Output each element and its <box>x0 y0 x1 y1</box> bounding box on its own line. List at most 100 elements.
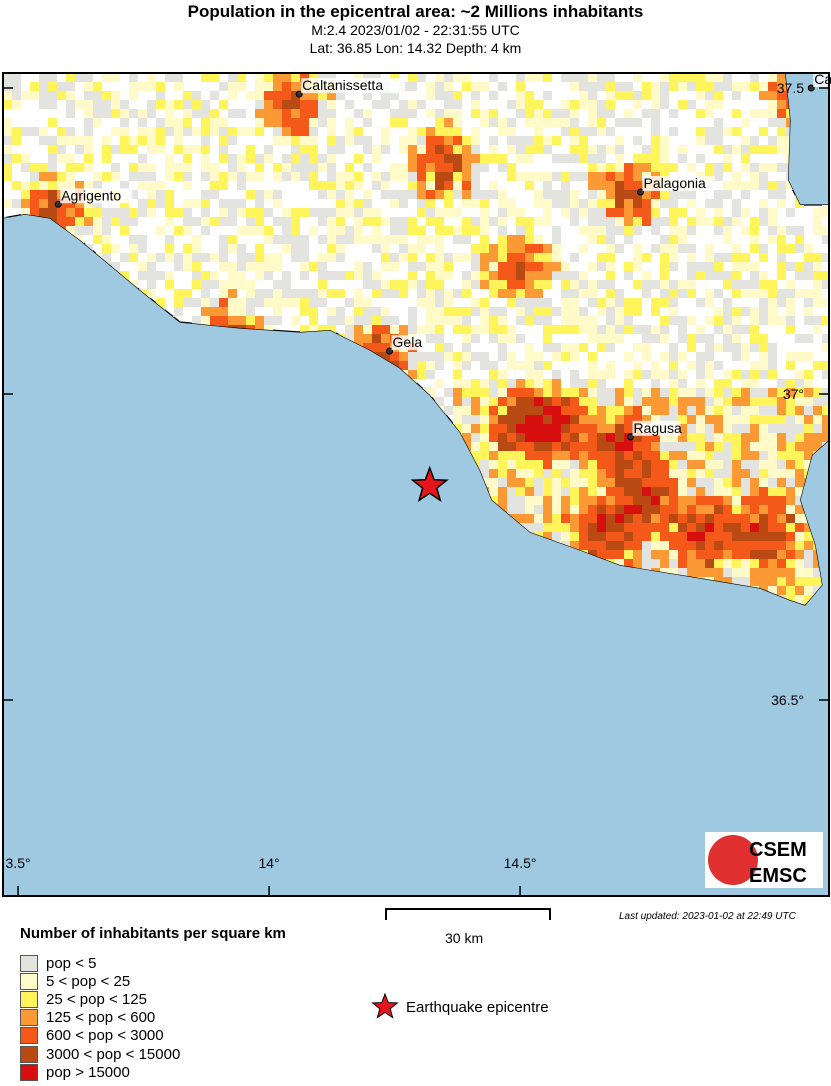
population-cell <box>435 217 444 226</box>
population-cell <box>741 118 750 127</box>
population-cell <box>615 82 624 91</box>
population-cell <box>570 190 579 199</box>
population-cell <box>642 199 651 208</box>
population-cell <box>606 550 615 559</box>
population-cell <box>273 307 282 316</box>
population-cell <box>687 343 696 352</box>
epicenter-star[interactable] <box>410 465 449 503</box>
population-cell <box>642 460 651 469</box>
population-cell <box>291 82 300 91</box>
population-cell <box>471 154 480 163</box>
population-cell <box>678 316 687 325</box>
population-cell <box>138 235 147 244</box>
population-cell <box>228 271 237 280</box>
population-cell <box>543 397 552 406</box>
legend-item: 600 < pop < 3000 <box>20 1027 164 1045</box>
city-marker[interactable] <box>54 200 62 208</box>
city-marker[interactable] <box>295 90 303 98</box>
city-marker[interactable] <box>807 84 815 92</box>
population-cell <box>750 280 759 289</box>
population-cell <box>183 163 192 172</box>
population-cell <box>471 199 480 208</box>
population-cell <box>300 289 309 298</box>
population-cell <box>543 271 552 280</box>
population-cell <box>480 154 489 163</box>
population-cell <box>480 244 489 253</box>
population-cell <box>651 469 660 478</box>
population-cell <box>579 478 588 487</box>
population-cell <box>291 118 300 127</box>
population-cell <box>237 172 246 181</box>
population-cell <box>552 244 561 253</box>
population-cell <box>651 244 660 253</box>
population-cell <box>768 433 777 442</box>
population-map[interactable]: CaltanissettaAgrigentoPalagoniaGelaRagus… <box>0 70 831 900</box>
population-cell <box>318 100 327 109</box>
population-cell <box>660 262 669 271</box>
population-cell <box>525 253 534 262</box>
population-cell <box>471 217 480 226</box>
population-cell <box>597 451 606 460</box>
city-marker[interactable] <box>637 188 645 196</box>
population-cell <box>138 199 147 208</box>
population-cell <box>660 280 669 289</box>
population-cell <box>228 136 237 145</box>
population-cell <box>48 163 57 172</box>
population-cell <box>759 451 768 460</box>
population-cell <box>624 397 633 406</box>
population-cell <box>705 415 714 424</box>
population-cell <box>444 199 453 208</box>
population-cell <box>345 298 354 307</box>
population-cell <box>561 442 570 451</box>
population-cell <box>498 208 507 217</box>
population-cell <box>237 262 246 271</box>
population-cell <box>624 118 633 127</box>
population-cell <box>219 262 228 271</box>
population-cell <box>705 514 714 523</box>
population-cell <box>759 505 768 514</box>
population-cell <box>777 550 786 559</box>
population-cell <box>327 109 336 118</box>
population-cell <box>615 316 624 325</box>
population-cell <box>525 388 534 397</box>
population-cell <box>750 397 759 406</box>
population-cell <box>84 118 93 127</box>
population-cell <box>327 235 336 244</box>
population-cell <box>453 325 462 334</box>
population-cell <box>642 208 651 217</box>
population-cell <box>687 226 696 235</box>
population-cell <box>579 487 588 496</box>
population-cell <box>300 154 309 163</box>
population-cell <box>534 442 543 451</box>
population-cell <box>309 307 318 316</box>
population-cell <box>669 568 678 577</box>
population-cell <box>525 343 534 352</box>
population-cell <box>498 451 507 460</box>
city-marker[interactable] <box>627 433 634 441</box>
population-cell <box>462 181 471 190</box>
population-cell <box>597 478 606 487</box>
population-cell <box>624 496 633 505</box>
population-cell <box>210 109 219 118</box>
population-cell <box>219 118 228 127</box>
population-cell <box>543 262 552 271</box>
population-cell <box>732 541 741 550</box>
population-cell <box>255 109 264 118</box>
population-cell <box>219 127 228 136</box>
population-cell <box>795 352 804 361</box>
population-cell <box>39 163 48 172</box>
population-cell <box>759 316 768 325</box>
population-cell <box>498 271 507 280</box>
city-label: Gela <box>393 334 423 350</box>
population-cell <box>525 460 534 469</box>
population-cell <box>687 199 696 208</box>
city-marker[interactable] <box>386 347 394 355</box>
population-cell <box>804 568 813 577</box>
population-cell <box>786 577 795 586</box>
population-cell <box>678 379 687 388</box>
population-cell <box>516 280 525 289</box>
population-cell <box>453 91 462 100</box>
population-cell <box>390 226 399 235</box>
population-cell <box>714 550 723 559</box>
population-cell <box>786 262 795 271</box>
